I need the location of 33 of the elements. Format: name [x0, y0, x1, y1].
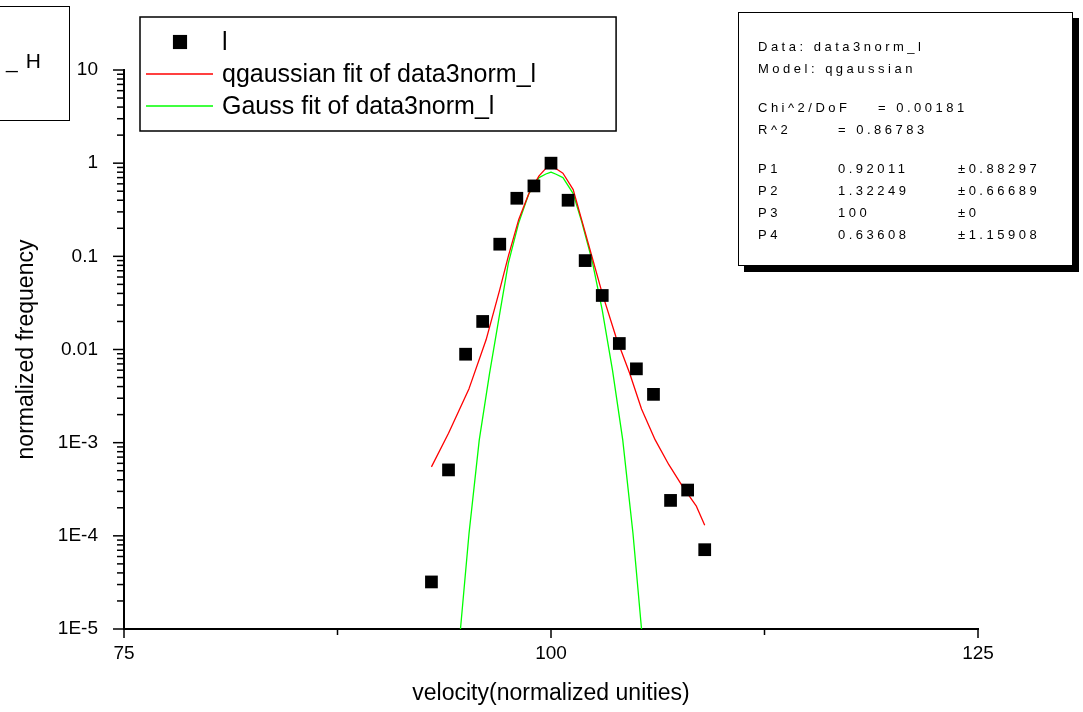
- point: [681, 483, 694, 497]
- x-tick-label: 125: [962, 641, 994, 663]
- point: [630, 362, 643, 376]
- x-tick-label: 75: [113, 641, 135, 663]
- x-tick-label: 100: [535, 641, 567, 663]
- y-tick-label: 1: [87, 151, 98, 173]
- y-tick-label: 0.1: [71, 244, 98, 266]
- point: [459, 347, 472, 361]
- y-tick-label: 1E-3: [57, 430, 98, 452]
- y-tick-label: 10: [76, 58, 98, 80]
- point: [425, 575, 438, 589]
- text: _H: [6, 49, 49, 72]
- point: [595, 289, 609, 302]
- point: [510, 191, 524, 205]
- point: [442, 463, 455, 477]
- y-tick-label: 1E-4: [57, 524, 99, 546]
- text: Data: data3norm_l Model: qgaussian Chi^2/DoF = 0.00181 R^2 = 0.86783 P1 0.92011 ±0.88297 P2 1.32249 ±0.66689 P3 100 ±0 P4 0.63608 ±1.15908: [758, 39, 1041, 242]
- point: [664, 494, 677, 507]
- legend-label: l: [222, 26, 228, 55]
- point: [493, 237, 507, 251]
- point: [561, 193, 575, 207]
- point: [578, 254, 592, 267]
- point: [647, 387, 660, 401]
- legend-label: Gauss fit of data3norm_l: [222, 90, 495, 119]
- point: [612, 337, 626, 350]
- point: [698, 543, 712, 557]
- point: [544, 156, 558, 170]
- point: [476, 315, 490, 328]
- y-tick-label: 0.01: [61, 337, 98, 359]
- y-axis-title: normalized frequency: [12, 239, 39, 460]
- legend-label: qgaussian fit of data3norm_l: [222, 58, 537, 87]
- x-axis-title: velocity(normalized unities): [412, 679, 690, 706]
- y-tick-label: 1E-5: [57, 617, 98, 639]
